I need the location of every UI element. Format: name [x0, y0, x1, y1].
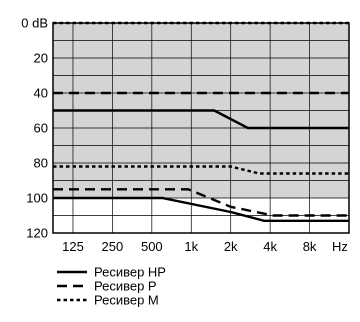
y-axis-labels: 0 dB 20 40 60 80 100 120 — [21, 16, 48, 241]
legend-label: Ресивер HP — [94, 265, 166, 280]
y-tick-label: 20 — [34, 51, 48, 66]
series-line — [53, 196, 349, 223]
legend-label: Ресивер P — [94, 279, 157, 294]
series-lines — [53, 21, 349, 223]
x-tick-label: 4k — [263, 239, 277, 254]
x-tick-label: 125 — [62, 239, 84, 254]
x-tick-label: 250 — [102, 239, 124, 254]
x-tick-label: 1k — [184, 239, 198, 254]
y-tick-label: 0 dB — [21, 16, 48, 31]
legend-label: Ресивер M — [94, 293, 159, 308]
y-tick-label: 120 — [26, 226, 48, 241]
x-tick-label: 8k — [303, 239, 317, 254]
x-tick-label: 2k — [224, 239, 238, 254]
y-tick-label: 40 — [34, 86, 48, 101]
series-line — [53, 109, 349, 130]
y-tick-label: 60 — [34, 121, 48, 136]
x-axis-labels: 125 250 500 1k 2k 4k 8k Hz — [62, 239, 348, 254]
series-line — [53, 188, 349, 217]
y-tick-label: 100 — [26, 191, 48, 206]
x-tick-label: 500 — [141, 239, 163, 254]
x-unit-label: Hz — [332, 239, 348, 254]
y-tick-label: 80 — [34, 156, 48, 171]
